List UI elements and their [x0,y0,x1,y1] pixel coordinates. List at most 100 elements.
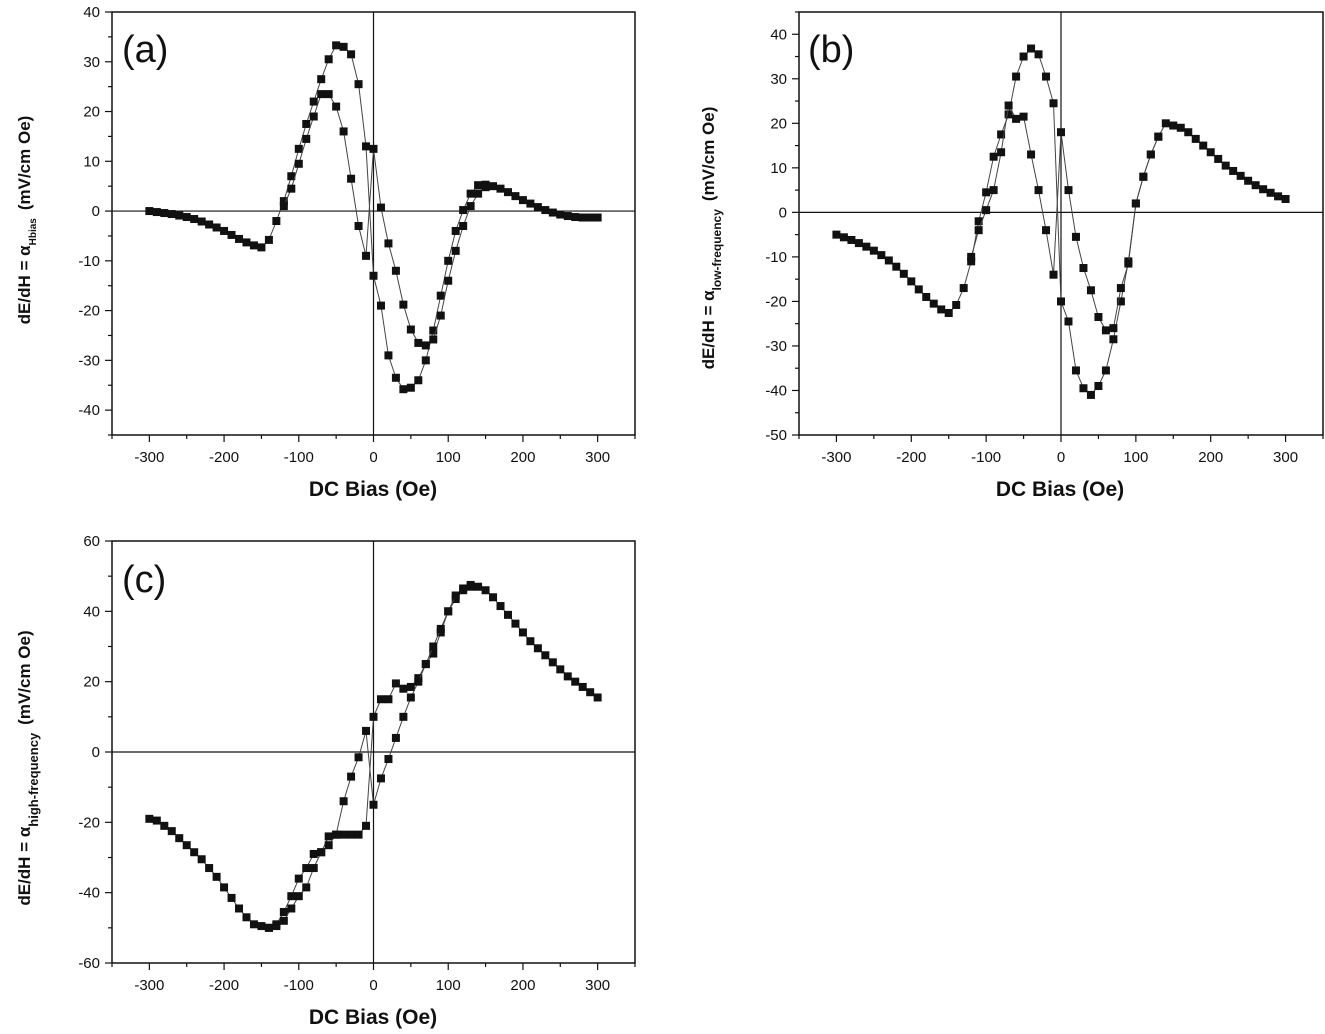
data-point-b [967,257,976,266]
data-point-c [264,923,273,932]
y-tick-label-a: 20 [83,104,100,121]
data-point-c [242,913,251,922]
data-point-c [384,695,393,704]
data-point-a [309,112,318,121]
data-point-a [197,217,206,226]
x-tick-label-c: -100 [284,977,314,994]
y-tick-label-b: -30 [765,338,787,355]
y-tick-label-c: -20 [78,814,100,831]
data-point-a [459,206,468,215]
data-point-a [466,189,475,198]
data-point-a [249,241,258,250]
data-point-b [989,152,998,161]
data-point-a [511,192,520,201]
data-point-a [190,215,199,224]
x-axis-title-c: DC Bias (Oe) [309,1006,437,1029]
data-point-b [914,285,923,294]
y-tick-label-b: 0 [779,204,787,221]
data-point-a [526,199,535,208]
data-point-b [862,242,871,251]
data-point-b [854,239,863,248]
data-point-a [376,301,385,310]
data-point-b [1161,119,1170,128]
data-point-c [152,816,161,825]
x-tick-label-a: -100 [284,449,314,466]
data-point-a [429,335,438,344]
x-tick-label-a: -300 [134,449,164,466]
data-point-a [324,90,333,99]
y-tick-label-a: 10 [83,153,100,170]
y-tick-label-a: 30 [83,54,100,71]
data-point-c [257,922,266,931]
data-point-c [406,693,415,702]
x-tick-label-a: 300 [585,449,610,466]
data-point-c [391,733,400,742]
data-point-c [578,682,587,691]
data-point-c [541,651,550,660]
data-point-a [421,341,430,350]
svg-text:dE/dH = αlow-frequency(mV/cm O: dE/dH = αlow-frequency (mV/cm Oe) [699,107,724,370]
data-point-a [399,300,408,309]
data-point-a [578,213,587,222]
data-point-a [414,338,423,347]
data-point-c [511,619,520,628]
data-point-c [362,821,371,830]
data-point-c [220,883,229,892]
y-axis-title-c: dE/dH = αhigh-frequency (mV/cm Oe) [15,630,41,905]
data-point-c [586,688,595,697]
data-point-b [989,186,998,195]
y-tick-label-a: -30 [78,352,100,369]
data-point-b [1139,172,1148,181]
data-point-c [533,644,542,653]
data-point-a [294,144,303,153]
data-point-c [369,712,378,721]
data-point-c [466,580,475,589]
data-point-a [541,206,550,215]
data-point-a [317,90,326,99]
data-point-a [474,181,483,190]
panel-a: (a) DC Bias (Oe) dE/dH = αHbias (mV/cm Oe… [15,4,636,501]
data-point-b [832,230,841,239]
data-point-a [533,203,542,212]
data-point-b [1191,134,1200,143]
data-point-b [959,284,968,293]
series-line-c-2 [268,584,471,929]
data-point-b [1244,176,1253,185]
data-point-c [339,797,348,806]
panel-letter-c: (c) [122,559,166,601]
data-point-b [899,269,908,278]
data-point-c [526,637,535,646]
data-point-b [1094,382,1103,391]
data-point-a [444,256,453,265]
data-point-b [1101,326,1110,335]
data-point-a [317,75,326,84]
data-point-b [997,130,1006,139]
data-point-b [1116,297,1125,306]
y-axis-title-a: dE/dH = αHbias (mV/cm Oe) [15,116,39,325]
data-point-b [1221,161,1230,170]
data-point-b [967,252,976,261]
data-point-a [489,182,498,191]
y-tick-label-a: -20 [78,303,100,320]
data-point-c [376,695,385,704]
y-axis-title-unit-c: (mV/cm Oe) [15,630,34,724]
data-point-c [145,814,154,823]
data-point-c [414,677,423,686]
data-point-a [474,189,483,198]
data-point-b [1027,150,1036,159]
data-point-b [1012,72,1021,81]
x-tick-label-a: -200 [209,449,239,466]
data-point-a [242,238,251,247]
y-axis-title-main-b: dE/dH = α [699,290,718,369]
data-point-a [152,208,161,217]
data-point-b [1206,148,1215,157]
y-tick-label-b: -10 [765,249,787,266]
data-point-c [309,864,318,873]
data-point-c [444,607,453,616]
data-point-b [1229,166,1238,175]
data-point-a [421,356,430,365]
data-point-a [459,221,468,230]
data-point-b [1169,121,1178,130]
data-point-a [257,243,266,252]
